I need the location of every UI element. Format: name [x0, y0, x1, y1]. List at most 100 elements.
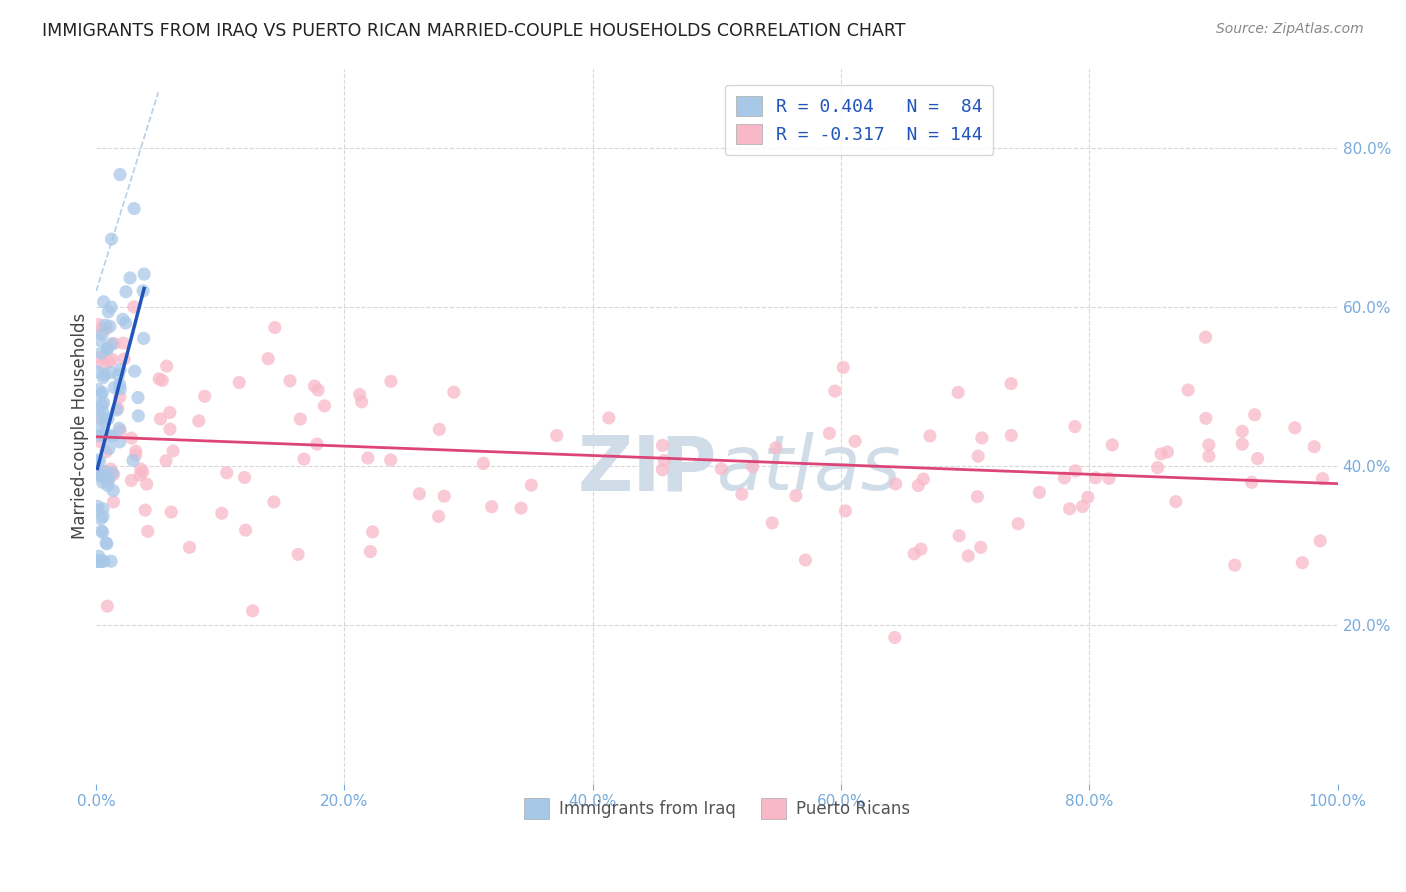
Point	[257, 351, 280, 366]
Point	[910, 542, 932, 557]
Point	[149, 412, 172, 426]
Point	[90, 466, 112, 480]
Point	[883, 631, 905, 645]
Point	[96, 472, 118, 486]
Point	[96, 321, 118, 335]
Point	[211, 506, 233, 520]
Point	[93, 415, 115, 429]
Point	[794, 553, 817, 567]
Point	[86, 554, 108, 568]
Point	[357, 450, 380, 465]
Point	[946, 385, 969, 400]
Point	[1230, 425, 1253, 439]
Point	[912, 472, 935, 486]
Point	[194, 389, 217, 403]
Point	[100, 337, 122, 351]
Point	[957, 549, 980, 563]
Point	[103, 380, 125, 394]
Point	[97, 304, 120, 318]
Point	[510, 501, 533, 516]
Point	[215, 466, 238, 480]
Point	[314, 399, 336, 413]
Point	[443, 385, 465, 400]
Point	[86, 503, 108, 517]
Point	[103, 495, 125, 509]
Point	[103, 467, 125, 482]
Point	[97, 473, 120, 487]
Point	[132, 331, 155, 345]
Point	[100, 462, 122, 476]
Point	[96, 341, 118, 355]
Point	[110, 382, 132, 396]
Point	[108, 434, 131, 449]
Point	[1028, 485, 1050, 500]
Point	[89, 434, 111, 449]
Point	[834, 504, 856, 518]
Point	[125, 444, 148, 458]
Point	[155, 454, 177, 468]
Point	[91, 525, 114, 540]
Point	[90, 524, 112, 538]
Point	[124, 364, 146, 378]
Point	[1146, 460, 1168, 475]
Point	[228, 376, 250, 390]
Point	[127, 409, 149, 423]
Point	[96, 537, 118, 551]
Point	[278, 374, 301, 388]
Point	[1177, 383, 1199, 397]
Point	[86, 399, 108, 413]
Point	[91, 475, 114, 490]
Point	[349, 387, 371, 401]
Point	[90, 409, 112, 424]
Point	[129, 467, 152, 482]
Point	[129, 462, 152, 476]
Text: Source: ZipAtlas.com: Source: ZipAtlas.com	[1216, 22, 1364, 37]
Point	[96, 342, 118, 356]
Point	[150, 374, 173, 388]
Point	[101, 429, 124, 443]
Point	[86, 500, 108, 514]
Point	[91, 509, 114, 524]
Point	[93, 554, 115, 568]
Point	[87, 428, 110, 442]
Point	[305, 437, 328, 451]
Text: ZIP: ZIP	[578, 432, 717, 506]
Point	[103, 336, 125, 351]
Point	[948, 529, 970, 543]
Point	[761, 516, 783, 530]
Point	[90, 511, 112, 525]
Point	[481, 500, 503, 514]
Point	[122, 453, 145, 467]
Point	[100, 554, 122, 568]
Point	[235, 523, 257, 537]
Point	[87, 365, 110, 379]
Point	[90, 554, 112, 568]
Point	[90, 351, 112, 365]
Point	[651, 438, 673, 452]
Point	[112, 336, 135, 351]
Point	[91, 385, 114, 400]
Point	[242, 604, 264, 618]
Point	[1071, 500, 1094, 514]
Point	[967, 449, 990, 463]
Point	[1284, 420, 1306, 434]
Point	[93, 395, 115, 409]
Point	[108, 424, 131, 438]
Point	[1164, 494, 1187, 508]
Point	[156, 359, 179, 373]
Point	[91, 470, 114, 484]
Point	[100, 366, 122, 380]
Point	[90, 346, 112, 360]
Point	[359, 544, 381, 558]
Point	[90, 412, 112, 426]
Point	[818, 426, 841, 441]
Point	[1064, 464, 1087, 478]
Point	[1098, 471, 1121, 485]
Point	[884, 476, 907, 491]
Point	[107, 368, 129, 382]
Point	[1243, 408, 1265, 422]
Point	[1303, 440, 1326, 454]
Point	[87, 383, 110, 397]
Point	[1291, 556, 1313, 570]
Point	[159, 422, 181, 436]
